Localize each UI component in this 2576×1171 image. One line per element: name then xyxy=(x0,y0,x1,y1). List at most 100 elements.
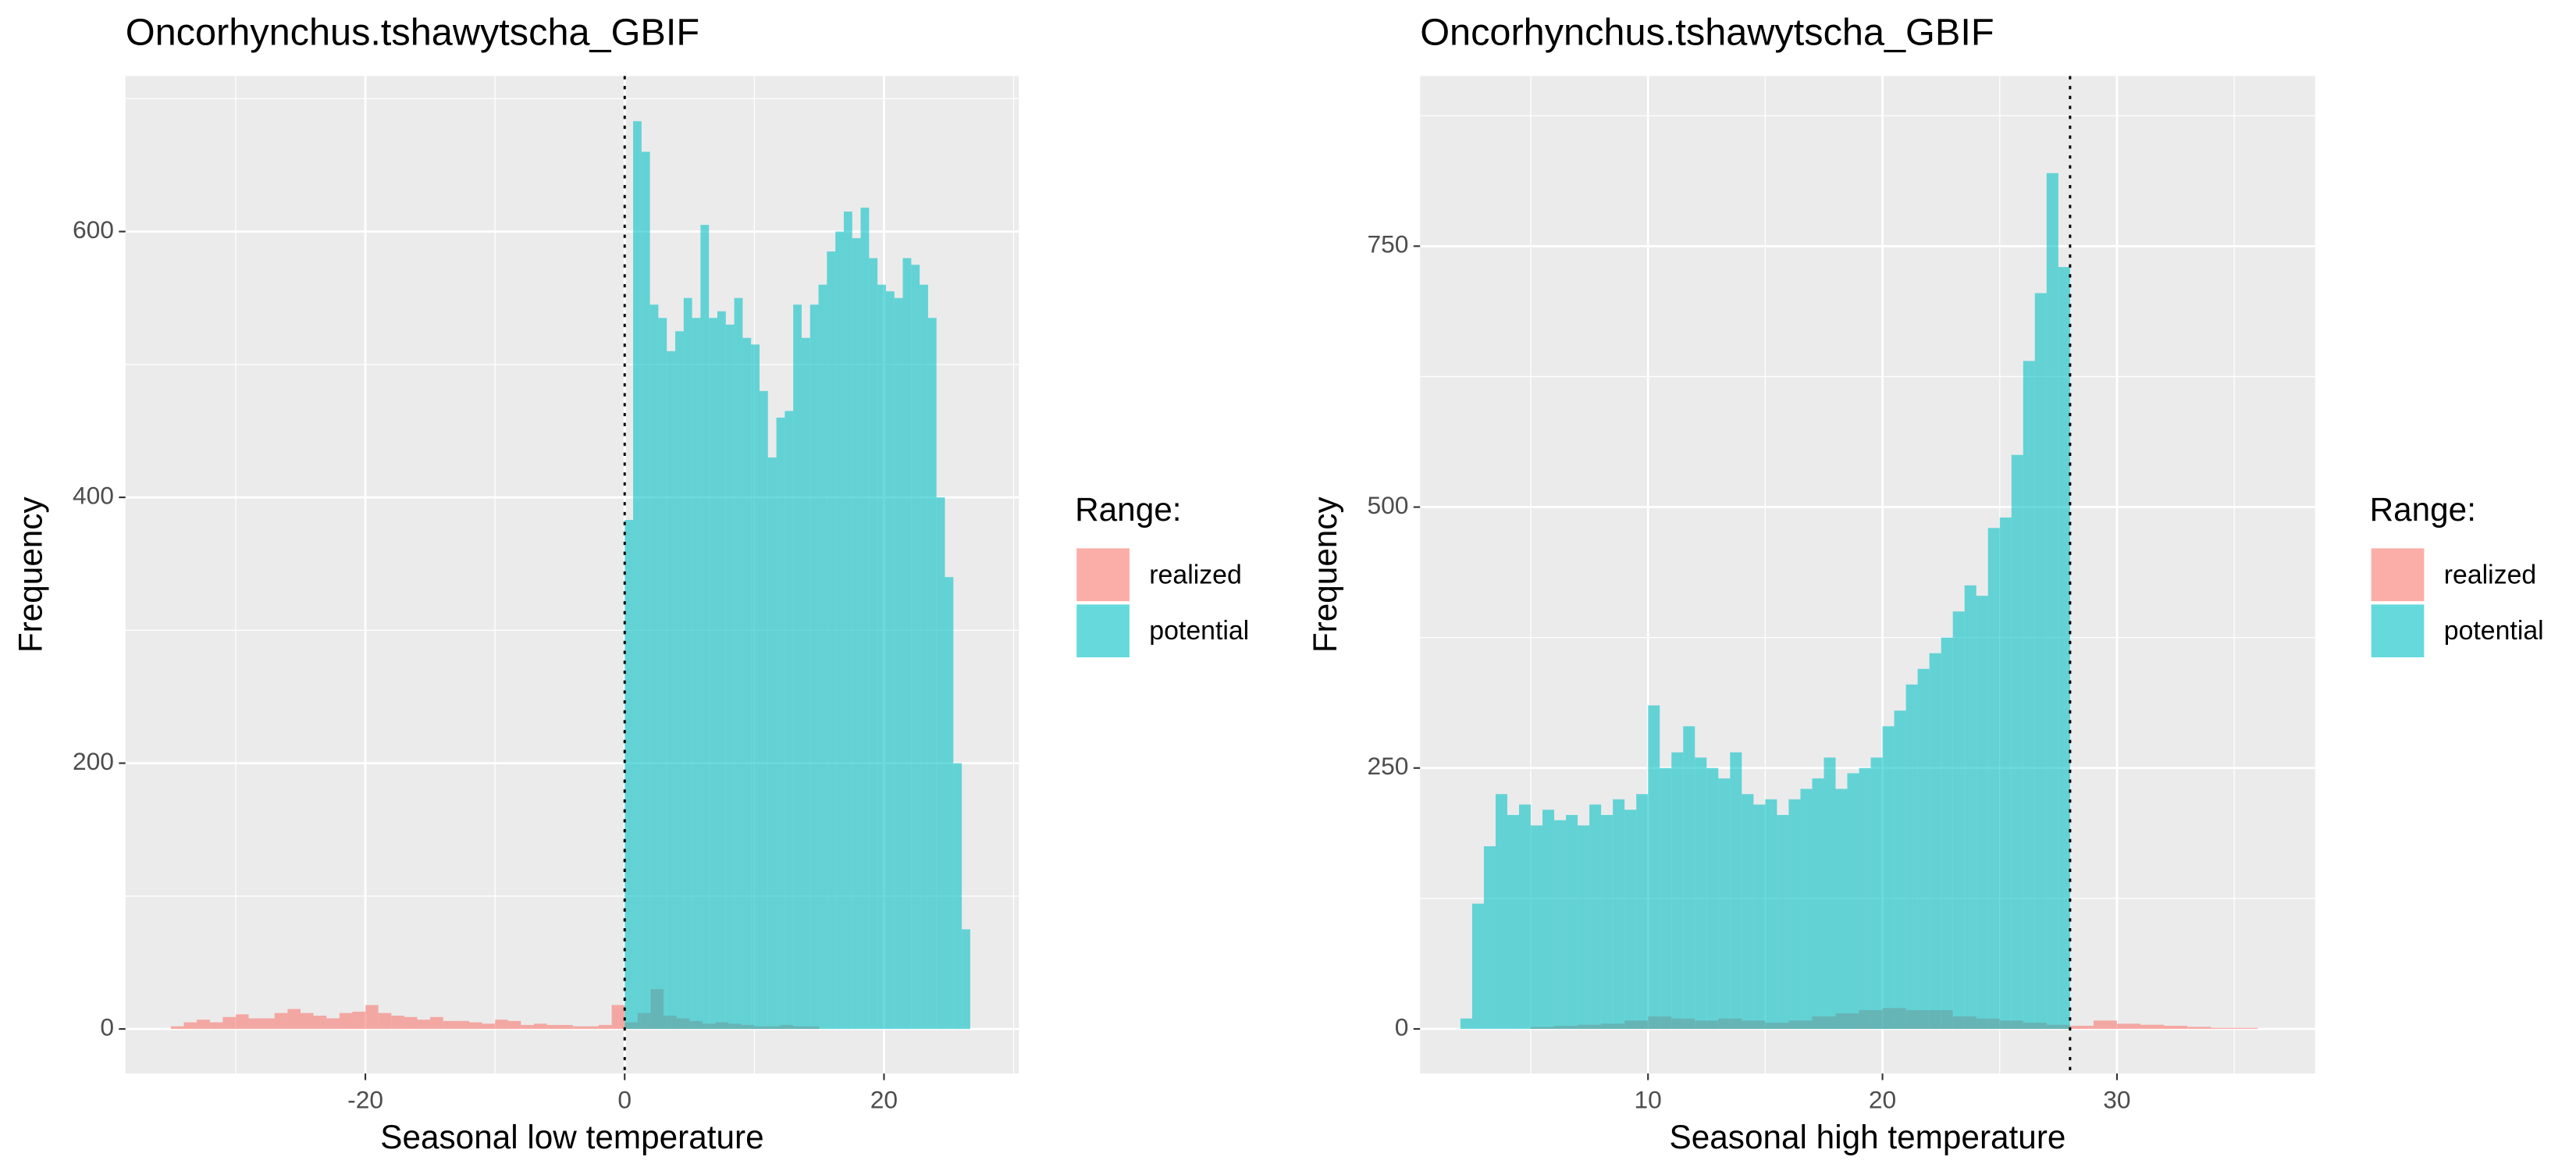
histogram-bar xyxy=(734,297,743,1030)
histogram-bar xyxy=(456,1020,469,1030)
histogram-bar xyxy=(1589,804,1602,1030)
y-tick-label: 0 xyxy=(100,1013,114,1041)
histogram-bar xyxy=(365,1005,379,1030)
histogram-bar xyxy=(1999,517,2012,1030)
histogram-bar xyxy=(1800,788,1813,1030)
histogram-bar xyxy=(1648,705,1660,1030)
histogram-bar xyxy=(911,265,920,1030)
histogram-bar xyxy=(2116,1023,2140,1030)
histogram-bar xyxy=(1518,804,1532,1030)
histogram-bar xyxy=(170,1026,184,1030)
histogram-bar xyxy=(1495,794,1507,1030)
histogram-bar xyxy=(1987,528,2000,1030)
legend-label: potential xyxy=(2444,616,2544,646)
legend-key xyxy=(2371,604,2425,658)
histogram-bar xyxy=(1941,637,1953,1030)
histogram-bar xyxy=(1788,799,1801,1030)
histogram-bar xyxy=(1730,752,1742,1030)
y-tick-label: 500 xyxy=(1368,491,1409,519)
histogram-bar xyxy=(248,1018,262,1030)
histogram-bar xyxy=(1859,767,1871,1030)
histogram-bar xyxy=(209,1022,223,1030)
histogram-bar xyxy=(2034,293,2047,1030)
histogram-bar xyxy=(700,225,710,1030)
histogram-bar xyxy=(2211,1027,2235,1030)
histogram-bar xyxy=(2058,267,2070,1030)
histogram-bar xyxy=(2011,454,2023,1030)
legend-title: Range: xyxy=(2370,491,2476,528)
histogram-bar xyxy=(1531,825,1543,1030)
histogram-bar xyxy=(877,284,886,1030)
histogram-bar xyxy=(1835,788,1848,1030)
histogram-bar xyxy=(1483,846,1496,1030)
histogram-bar xyxy=(1554,820,1567,1030)
histogram-bar xyxy=(751,344,760,1030)
histogram-bar xyxy=(1976,596,1988,1030)
histogram-bar xyxy=(352,1011,366,1030)
histogram-bar xyxy=(667,351,676,1030)
histogram-bar xyxy=(852,238,861,1030)
legend-key xyxy=(2371,548,2425,602)
histogram-bar xyxy=(1660,767,1672,1030)
histogram-bar xyxy=(624,520,634,1030)
histogram-bar xyxy=(572,1026,586,1030)
histogram-bar xyxy=(776,417,785,1030)
histogram-bar xyxy=(2069,1025,2094,1030)
histogram-bar xyxy=(1905,684,1918,1030)
histogram-bar xyxy=(793,304,802,1030)
histogram-bar xyxy=(641,151,650,1030)
histogram-bar xyxy=(2140,1024,2165,1030)
histogram-bar xyxy=(675,331,684,1030)
y-axis-label: Frequency xyxy=(1307,496,1343,653)
y-tick-label: 200 xyxy=(73,747,114,775)
histogram-bar xyxy=(725,324,735,1030)
histogram-bar xyxy=(2234,1027,2258,1030)
histogram-bar xyxy=(1671,752,1684,1030)
histogram-bar xyxy=(835,231,844,1030)
histogram-bar xyxy=(1894,710,1906,1030)
legend-key xyxy=(1076,548,1130,602)
x-tick-label: 20 xyxy=(1869,1085,1896,1113)
legend-key xyxy=(1076,604,1130,658)
legend-label: potential xyxy=(1149,616,1249,646)
histogram-bar xyxy=(953,763,962,1030)
histogram-bar xyxy=(443,1020,457,1030)
histogram-bar xyxy=(404,1016,418,1030)
histogram-bar xyxy=(717,311,726,1030)
histogram-bar xyxy=(197,1020,210,1030)
histogram-bar xyxy=(521,1024,534,1030)
histogram-bar xyxy=(468,1022,482,1030)
histogram-bar xyxy=(391,1016,404,1030)
histogram-bar xyxy=(274,1013,288,1030)
histogram-bar xyxy=(1613,799,1625,1030)
x-tick-label: 20 xyxy=(870,1085,898,1113)
histogram-bar xyxy=(1471,903,1484,1030)
histogram-bar xyxy=(1695,757,1707,1030)
x-axis-label: Seasonal high temperature xyxy=(1670,1119,2066,1155)
histogram-bar xyxy=(1823,757,1836,1030)
histogram-bar xyxy=(2046,173,2058,1030)
histogram-bar xyxy=(809,304,819,1030)
histogram-bar xyxy=(482,1023,496,1030)
histogram-bar xyxy=(183,1022,197,1030)
histogram-bar xyxy=(1601,814,1614,1030)
histogram-bar xyxy=(339,1013,353,1030)
y-tick-label: 600 xyxy=(73,215,114,244)
histogram-bar xyxy=(742,337,752,1030)
y-tick-label: 0 xyxy=(1395,1013,1409,1041)
histogram-bar xyxy=(262,1018,275,1030)
histogram-bar xyxy=(585,1026,600,1030)
histogram-bar xyxy=(936,497,945,1030)
histogram-bar xyxy=(860,207,870,1030)
histogram-bar xyxy=(533,1023,547,1030)
histogram-bar xyxy=(767,457,777,1030)
histogram-bar xyxy=(1507,814,1519,1030)
legend-title: Range: xyxy=(1075,491,1181,528)
histogram-bar xyxy=(633,121,642,1030)
histogram-bar xyxy=(658,318,667,1030)
histogram-bar xyxy=(894,297,903,1030)
histogram-bar xyxy=(945,577,954,1030)
histogram-bar xyxy=(1753,804,1766,1030)
chart-title: Oncorhynchus.tshawytscha_GBIF xyxy=(126,11,699,53)
histogram-bar xyxy=(1765,799,1777,1030)
